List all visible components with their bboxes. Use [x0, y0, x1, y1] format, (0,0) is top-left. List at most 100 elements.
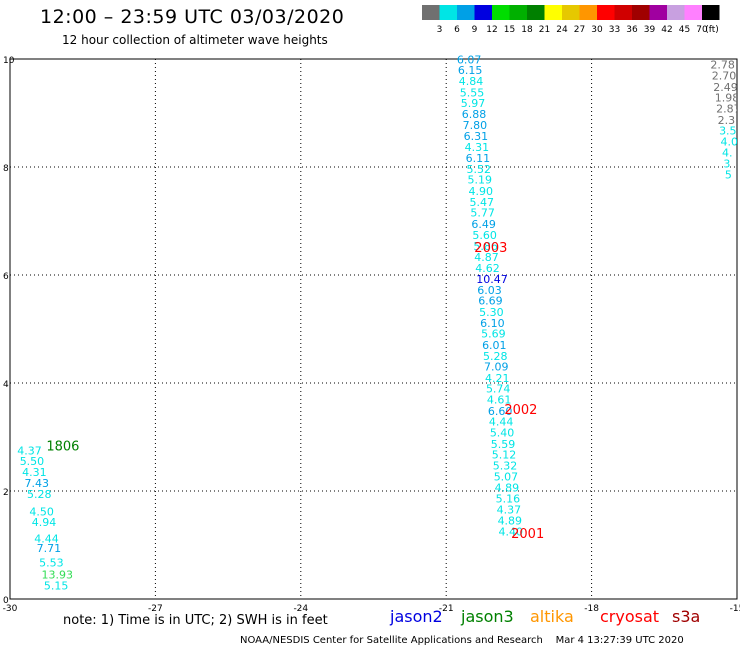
x-tick-label: -15 — [730, 604, 740, 614]
page-subtitle: 12 hour collection of altimeter wave hei… — [62, 33, 328, 47]
color-swatch — [702, 5, 720, 20]
color-swatch — [597, 5, 615, 20]
colorbar-tick-label: 30 — [591, 25, 603, 35]
footer-credit: NOAA/NESDIS Center for Satellite Applica… — [240, 635, 543, 646]
color-swatch — [684, 5, 702, 20]
wave-height-label: 2.49 — [713, 81, 738, 94]
colorbar-tick-label: 27 — [574, 25, 585, 35]
wave-height-label: 4. — [722, 147, 733, 160]
legend-s3a: s3a — [672, 607, 701, 626]
x-tick-label: -24 — [293, 604, 308, 614]
color-swatch — [457, 5, 475, 20]
pass-time-label: 1806 — [46, 440, 79, 455]
wave-height-label: 5.74 — [486, 383, 511, 396]
wave-height-label: 2.78 — [710, 59, 735, 72]
wave-height-label: 6.10 — [480, 317, 505, 330]
wave-height-label: 7.43 — [25, 477, 50, 490]
color-swatch — [667, 5, 685, 20]
wave-height-label: 5.97 — [461, 97, 486, 110]
color-swatch — [649, 5, 667, 20]
wave-height-label: 5.40 — [490, 426, 515, 439]
legend-altika: altika — [530, 607, 574, 626]
wave-height-label: 5.07 — [494, 471, 519, 484]
colorbar-tick-label: 33 — [609, 25, 620, 35]
wave-height-label: 4.37 — [497, 504, 522, 517]
wave-height-label: 5.15 — [44, 579, 69, 592]
color-swatch — [632, 5, 650, 20]
y-tick-label: 8 — [3, 164, 9, 174]
color-swatch — [614, 5, 632, 20]
footer: NOAA/NESDIS Center for Satellite Applica… — [240, 635, 684, 646]
colorbar-tick-label: 45 — [679, 25, 690, 35]
color-swatch — [579, 5, 597, 20]
y-tick-label: 0 — [3, 596, 9, 606]
wave-height-label: 2.3 — [718, 114, 736, 127]
wave-height-label: 4.31 — [465, 141, 490, 154]
wave-height-label: 5.86 — [473, 240, 498, 253]
wave-height-label: 3.5 — [719, 125, 737, 138]
wave-height-label: 5.19 — [468, 174, 493, 187]
wave-height-label: 7.09 — [484, 361, 509, 374]
colorbar-tick-label: 70 — [696, 25, 708, 35]
colorbar-tick-label: 6 — [454, 25, 460, 35]
wave-height-label: 5.47 — [469, 196, 494, 209]
color-scale-bar: 3 6 9 12 15 18 21 24 27 30 33 36 39 42 45 70(ft) — [422, 5, 720, 35]
wave-height-label: 2.87 — [716, 102, 740, 115]
colorbar-tick-label: 39 — [644, 25, 656, 35]
wave-height-label: 4.62 — [475, 262, 500, 275]
wave-height-label: 5.53 — [39, 557, 64, 570]
color-swatch — [422, 5, 440, 20]
wave-height-label: 4.89 — [495, 482, 519, 495]
wave-height-label: 5.52 — [467, 163, 492, 176]
wave-height-label: 5.12 — [492, 449, 517, 462]
wave-height-label: 4.44 — [34, 532, 59, 545]
color-swatch — [562, 5, 580, 20]
color-swatch — [544, 5, 562, 20]
x-tick-label: -27 — [148, 604, 163, 614]
wave-height-label: 3 — [723, 158, 730, 171]
wave-height-label: 5.28 — [483, 350, 508, 363]
pass-time-label: 2003 — [474, 241, 507, 256]
colorbar-tick-label: 9 — [472, 25, 478, 35]
x-tick-label: -21 — [439, 604, 454, 614]
wave-height-label: 6.07 — [457, 53, 482, 66]
y-tick-label: 6 — [3, 272, 9, 282]
color-swatch — [439, 5, 457, 20]
y-tick-label: 10 — [3, 56, 15, 66]
wave-height-points: 6.076.154.845.555.976.887.806.314.316.11… — [17, 53, 740, 592]
x-tick-label: -18 — [584, 604, 599, 614]
wave-height-label: 4.90 — [468, 185, 493, 198]
wave-height-label: 4.89 — [498, 514, 523, 527]
x-tick-label: -30 — [3, 604, 18, 614]
wave-height-label: 4.21 — [485, 372, 510, 385]
y-tick-label: 2 — [3, 488, 9, 498]
wave-height-label: 5.28 — [27, 488, 52, 501]
wave-height-label: 4.84 — [459, 75, 484, 88]
pass-time-label: 2001 — [511, 527, 544, 542]
wave-height-label: 5.77 — [470, 207, 495, 220]
legend-jason2: jason2 — [390, 607, 443, 626]
plot-frame — [9, 58, 738, 600]
colorbar-tick-label: 12 — [486, 25, 497, 35]
colorbar-tick-label: 15 — [504, 25, 515, 35]
color-swatch — [509, 5, 527, 20]
color-swatch — [474, 5, 492, 20]
wave-height-label: 6.69 — [478, 295, 503, 308]
color-swatch — [527, 5, 545, 20]
legend-cryosat: cryosat — [600, 607, 660, 626]
legend-note: note: 1) Time is in UTC; 2) SWH is in fe… — [63, 613, 328, 628]
wave-height-label: 6.88 — [462, 108, 487, 121]
wave-height-label: 5.16 — [496, 492, 521, 505]
wave-height-label: 4.40 — [499, 525, 524, 538]
colorbar-tick-label: 18 — [521, 25, 533, 35]
wave-height-label: 6.49 — [471, 218, 496, 231]
wave-height-label: 6.01 — [482, 339, 507, 352]
legend-jason3: jason3 — [461, 607, 514, 626]
pass-time-label: 2002 — [504, 403, 537, 418]
wave-height-label: 5.60 — [472, 229, 497, 242]
colorbar-tick-label: 42 — [661, 25, 672, 35]
wave-height-label: 5.32 — [493, 459, 518, 472]
wave-height-label: 4.31 — [22, 466, 47, 479]
colorbar-unit: (ft) — [705, 25, 719, 35]
